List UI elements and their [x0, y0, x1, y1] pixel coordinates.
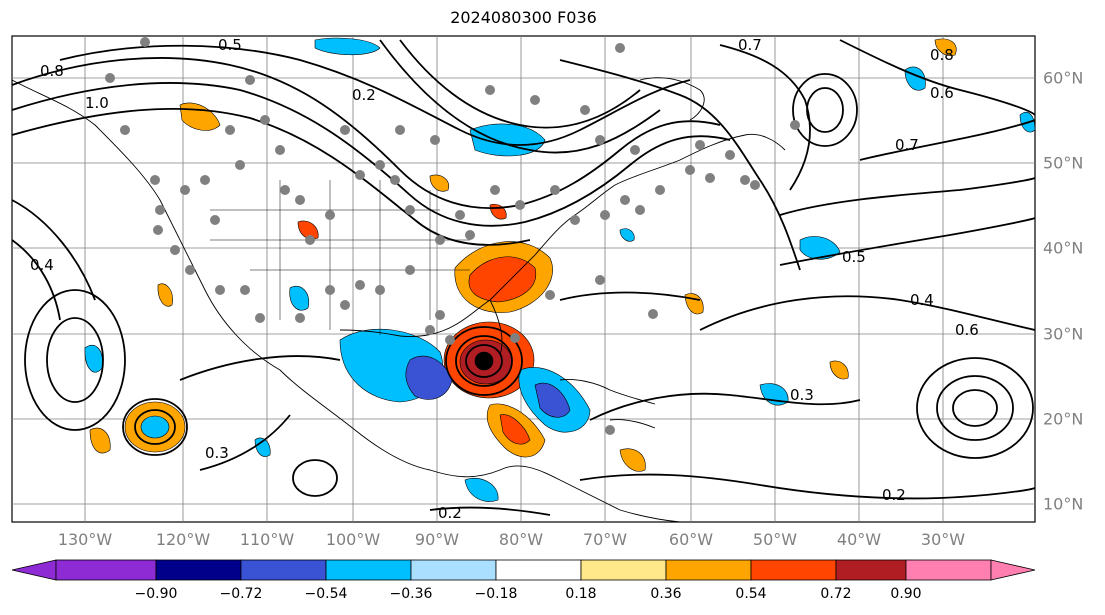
lon-label: 80°W — [498, 530, 544, 549]
contour-label: 0.8 — [40, 62, 64, 80]
colorbar-seg — [55, 559, 157, 581]
lon-label: 100°W — [325, 530, 381, 549]
lat-label: 60°N — [1043, 68, 1084, 88]
contour-label: 0.5 — [218, 36, 242, 54]
contour-label: 0.4 — [910, 291, 934, 309]
colorbar-tick: 0.90 — [890, 586, 922, 602]
colorbar-seg — [750, 559, 837, 581]
lat-label: 50°N — [1043, 153, 1084, 173]
contour-labels: 0.5 0.7 0.8 1.0 0.2 0.6 0.4 0.3 0.2 0.7 … — [30, 36, 979, 522]
contour-label: 0.6 — [930, 84, 954, 102]
colorbar-seg — [325, 559, 412, 581]
contour-label: 0.7 — [738, 36, 762, 54]
lon-label: 50°W — [752, 530, 798, 549]
lon-label: 30°W — [920, 530, 966, 549]
colorbar-tick: 0.72 — [820, 586, 852, 602]
colorbar-seg — [665, 559, 752, 581]
colorbar-tick: −0.72 — [219, 586, 263, 602]
colorbar-tick: −0.54 — [304, 586, 348, 602]
colorbar-seg — [835, 559, 907, 581]
colorbar-seg — [410, 559, 497, 581]
colorbar-tick: −0.90 — [134, 586, 178, 602]
colorbar-seg — [580, 559, 667, 581]
gray-dots — [105, 37, 800, 435]
contour-label: 0.2 — [352, 86, 376, 104]
contour-label: 0.8 — [930, 46, 954, 64]
gridlines — [12, 36, 1035, 522]
lon-label: 70°W — [582, 530, 628, 549]
contour-label: 0.4 — [30, 256, 54, 274]
lat-label: 10°N — [1043, 494, 1084, 514]
colorbar-seg — [240, 559, 327, 581]
lon-label: 40°W — [836, 530, 882, 549]
lon-label: 120°W — [155, 530, 211, 549]
lon-label: 130°W — [57, 530, 113, 549]
storm-eye — [474, 351, 494, 371]
borders — [210, 180, 470, 335]
lon-label: 110°W — [239, 530, 295, 549]
contour-lines — [11, 39, 1036, 516]
colorbar-tick: 0.18 — [565, 586, 597, 602]
colorbar-tick: 0.54 — [735, 586, 767, 602]
contour-label: 0.3 — [790, 386, 814, 404]
contour-label: 0.2 — [438, 504, 462, 522]
lat-label: 40°N — [1043, 238, 1084, 258]
contour-label: 0.6 — [955, 321, 979, 339]
contour-label: 0.5 — [842, 248, 866, 266]
colorbar-tick: −0.36 — [389, 586, 433, 602]
lat-label: 30°N — [1043, 324, 1084, 344]
colorbar-tick: 0.36 — [650, 586, 682, 602]
lon-label: 90°W — [414, 530, 460, 549]
colorbar-seg — [11, 559, 57, 581]
contour-label: 0.7 — [895, 136, 919, 154]
lon-label: 60°W — [668, 530, 714, 549]
colorbar — [11, 559, 1036, 581]
lat-label: 20°N — [1043, 409, 1084, 429]
colorbar-seg — [495, 559, 582, 581]
colorbar-seg — [905, 559, 992, 581]
contour-label: 1.0 — [85, 94, 109, 112]
anomaly-fill — [84, 37, 1036, 502]
contour-label: 0.3 — [205, 444, 229, 462]
map-title: 2024080300 F036 — [450, 8, 597, 27]
colorbar-seg — [990, 559, 1036, 581]
colorbar-seg — [155, 559, 242, 581]
colorbar-tick: −0.18 — [474, 586, 518, 602]
contour-label: 0.2 — [882, 486, 906, 504]
